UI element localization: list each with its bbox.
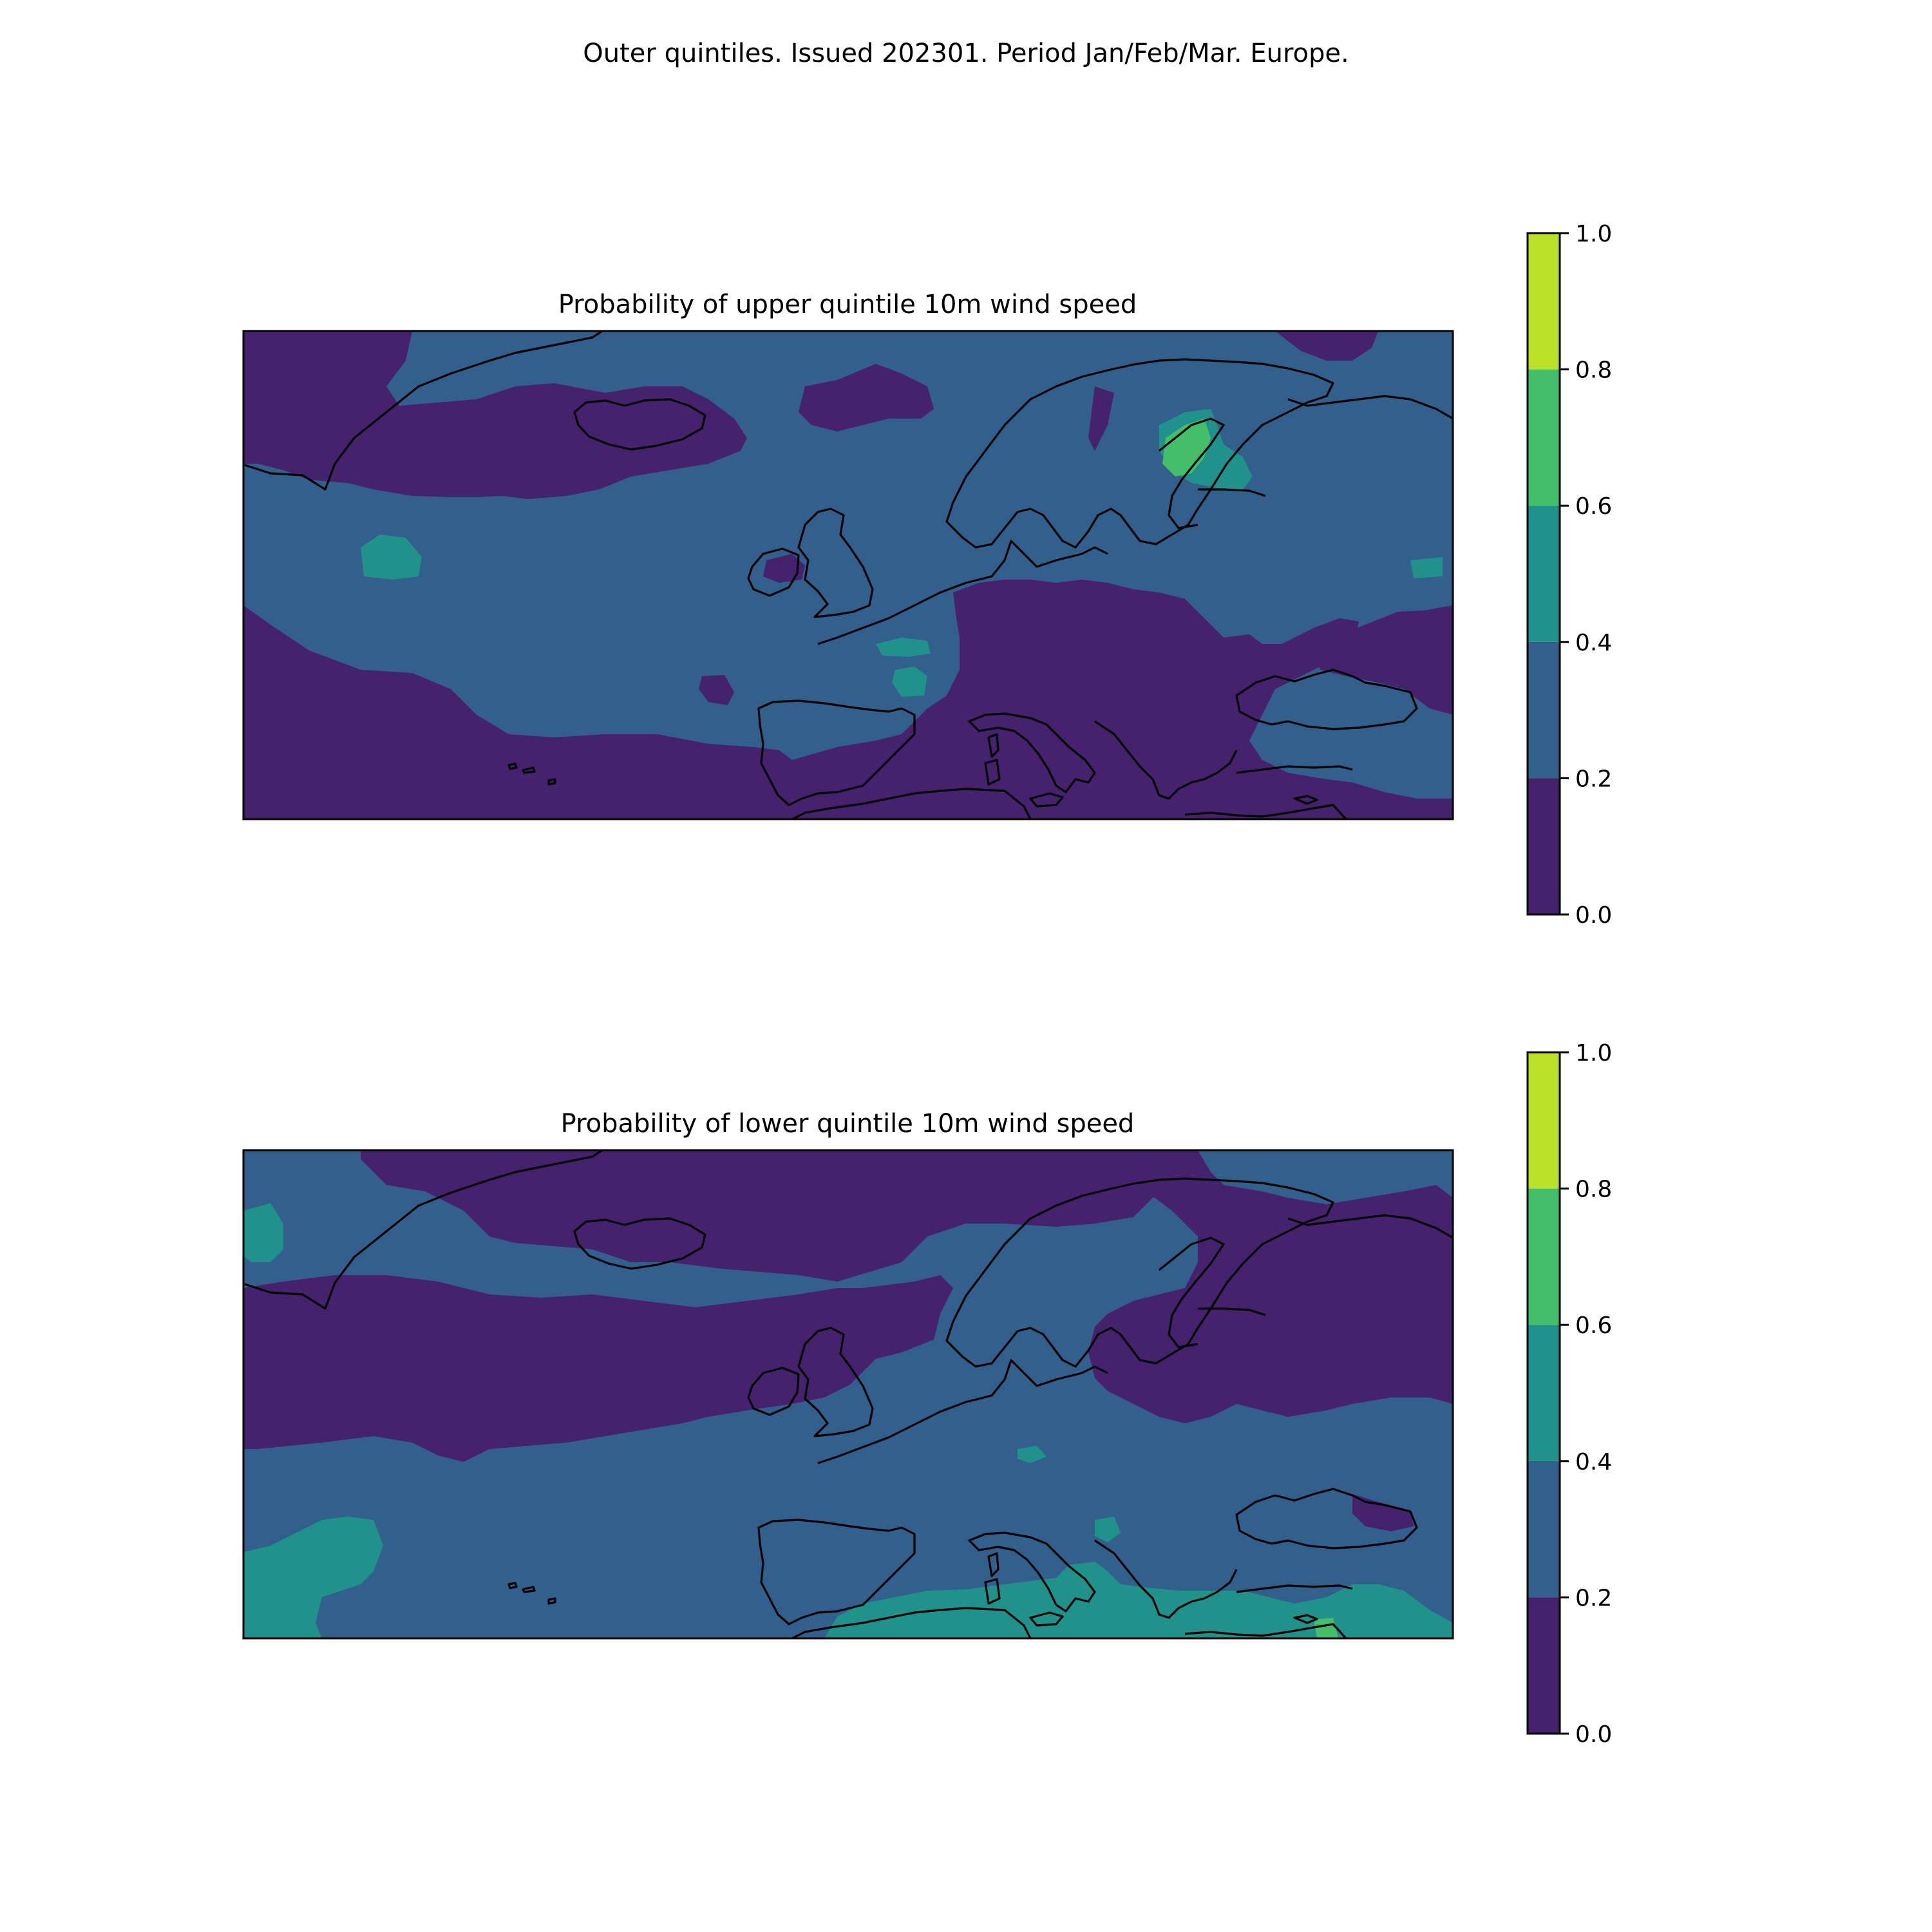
colorbar-tick-label: 0.2: [1575, 766, 1612, 792]
colorbar-segment: [1528, 641, 1560, 779]
colorbar-lower: 0.0 0.2 0.4 0.6 0.8 1.0: [1526, 1040, 1612, 1748]
colorbar-tick-label: 0.6: [1575, 1312, 1612, 1339]
contour-region-upper-0: [243, 331, 747, 499]
contour-region-upper-9: [361, 535, 422, 580]
contour-region-upper-12: [876, 638, 931, 697]
contour-region-lower-1: [243, 1275, 953, 1462]
figure-suptitle: Outer quintiles. Issued 202301. Period J…: [583, 39, 1349, 68]
contour-region-upper-8: [1314, 605, 1453, 715]
colorbar-segment: [1528, 506, 1560, 642]
contour-region-lower-4: [243, 1203, 283, 1262]
colorbar-tick-label: 0.4: [1575, 630, 1612, 656]
colorbar-tick-label: 0.8: [1575, 1177, 1612, 1203]
colorbar-tick-label: 0.8: [1575, 357, 1612, 384]
panel-upper-quintile: Probability of upper quintile 10m wind s…: [242, 290, 1454, 820]
contour-map-lower: [243, 1150, 1453, 1638]
colorbar-tick-label: 0.4: [1575, 1449, 1612, 1475]
contour-map-upper: [243, 331, 1453, 819]
colorbar-segment: [1528, 1188, 1560, 1325]
colorbar-segment: [1528, 369, 1560, 506]
colorbar-segment: [1528, 778, 1560, 914]
colorbar-segment: [1528, 1325, 1560, 1461]
contour-region-upper-3: [1088, 386, 1114, 451]
colorbar-segment: [1528, 1597, 1560, 1734]
map-frame-upper: [242, 330, 1454, 820]
colorbar-tick-label: 0.2: [1575, 1585, 1612, 1611]
panel-title-upper: Probability of upper quintile 10m wind s…: [558, 290, 1137, 319]
colorbar-segment: [1528, 1461, 1560, 1598]
contour-region-lower-5: [243, 1517, 383, 1638]
colorbar-tick-label: 0.6: [1575, 493, 1612, 520]
contour-region-upper-1: [799, 364, 934, 431]
colorbar-upper: 0.0 0.2 0.4 0.6 0.8 1.0: [1526, 221, 1612, 929]
contour-region-upper-2: [1275, 331, 1378, 361]
panel-title-lower: Probability of lower quintile 10m wind s…: [561, 1109, 1135, 1139]
contour-region-lower-8: [1018, 1446, 1046, 1463]
panel-lower-quintile: Probability of lower quintile 10m wind s…: [242, 1109, 1454, 1640]
colorbar-segment: [1528, 233, 1560, 370]
contour-region-upper-7: [699, 675, 734, 705]
colorbar-tick-label: 1.0: [1575, 1040, 1612, 1066]
contour-region-upper-6: [243, 605, 792, 819]
contour-region-lower-3: [1352, 1494, 1414, 1531]
colorbar-segment: [1528, 1052, 1560, 1189]
colorbar-frame: [1526, 232, 1561, 916]
colorbar-tick-label: 0.0: [1575, 1721, 1612, 1748]
contour-region-lower-0: [361, 1150, 1166, 1282]
contour-region-upper-4: [763, 554, 805, 583]
contour-region-upper-5: [792, 580, 1453, 819]
colorbar-frame: [1526, 1051, 1561, 1735]
colorbar-tick-label: 0.0: [1575, 902, 1612, 929]
contour-region-lower-9: [1314, 1618, 1338, 1638]
contour-region-upper-13: [1410, 557, 1443, 578]
contour-region-lower-7: [1095, 1517, 1121, 1542]
map-frame-lower: [242, 1149, 1454, 1640]
colorbar-tick-label: 1.0: [1575, 221, 1612, 247]
contour-region-upper-11: [1162, 419, 1211, 477]
